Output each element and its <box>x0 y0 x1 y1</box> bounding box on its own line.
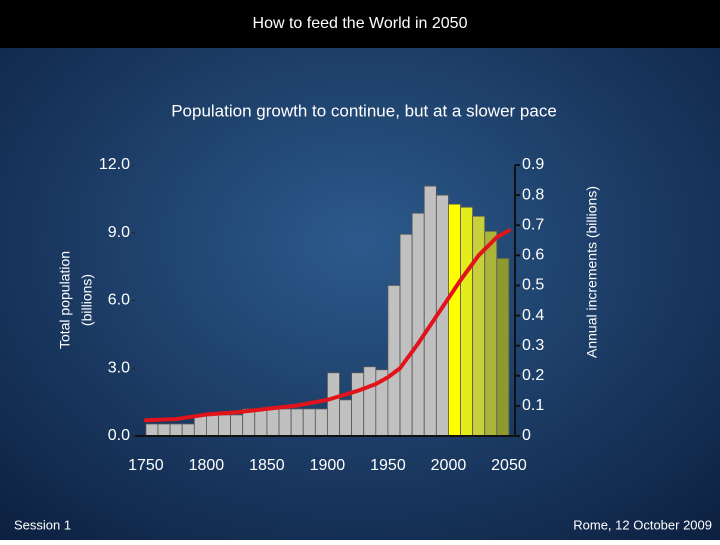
bar <box>218 414 232 437</box>
population-line <box>143 228 511 423</box>
y2-tick-label: 0 <box>522 427 531 444</box>
x-tick-label: 1950 <box>370 457 406 474</box>
bar <box>351 372 365 437</box>
bar <box>254 408 268 437</box>
y-axis-label: Total population <box>57 251 73 349</box>
title-bar <box>0 0 720 48</box>
bar <box>411 212 425 437</box>
y2-tick-label: 0.6 <box>522 247 544 264</box>
bar <box>496 257 510 437</box>
bar <box>169 423 183 437</box>
x-tick-label: 2050 <box>491 457 527 474</box>
bar <box>145 423 159 437</box>
y2-tick-label: 0.4 <box>522 307 544 324</box>
y2-tick-label: 0.1 <box>522 397 544 414</box>
y2-axis-label: Annual increments (billions) <box>584 186 600 358</box>
footer-left: Session 1 <box>14 517 71 532</box>
bar <box>181 423 195 437</box>
bar <box>448 203 461 437</box>
y2-tick-label: 0.8 <box>522 186 544 203</box>
bar <box>302 408 316 437</box>
bar <box>157 423 171 437</box>
bar <box>423 185 437 437</box>
y-tick-label: 12.0 <box>99 156 130 173</box>
bar <box>278 408 292 437</box>
footer-right: Rome, 12 October 2009 <box>573 517 712 532</box>
bar <box>314 408 328 437</box>
bar <box>460 206 474 437</box>
bar <box>327 372 340 437</box>
slide-title: How to feed the World in 2050 <box>253 15 468 32</box>
bar <box>484 230 498 437</box>
y-axis-label: (billions) <box>79 274 95 326</box>
y2-tick-label: 0.3 <box>522 337 544 354</box>
y-tick-label: 6.0 <box>108 292 130 309</box>
bar <box>290 408 304 437</box>
bar <box>399 233 413 437</box>
x-tick-label: 2000 <box>431 457 467 474</box>
y2-tick-label: 0.9 <box>522 156 544 173</box>
chart-title: Population growth to continue, but at a … <box>171 101 557 120</box>
y2-tick-label: 0.7 <box>522 216 544 233</box>
x-tick-label: 1800 <box>189 457 225 474</box>
y-tick-label: 9.0 <box>108 224 130 241</box>
x-tick-label: 1900 <box>310 457 346 474</box>
bar <box>266 408 280 437</box>
y-tick-label: 3.0 <box>108 359 130 376</box>
bar <box>387 285 401 437</box>
x-tick-label: 1850 <box>249 457 285 474</box>
bar <box>230 414 244 437</box>
bar <box>206 414 219 437</box>
bar <box>339 399 353 437</box>
x-tick-label: 1750 <box>128 457 164 474</box>
y2-tick-label: 0.5 <box>522 277 544 294</box>
bar <box>363 366 377 437</box>
y2-tick-label: 0.2 <box>522 367 544 384</box>
y-tick-label: 0.0 <box>108 427 130 444</box>
